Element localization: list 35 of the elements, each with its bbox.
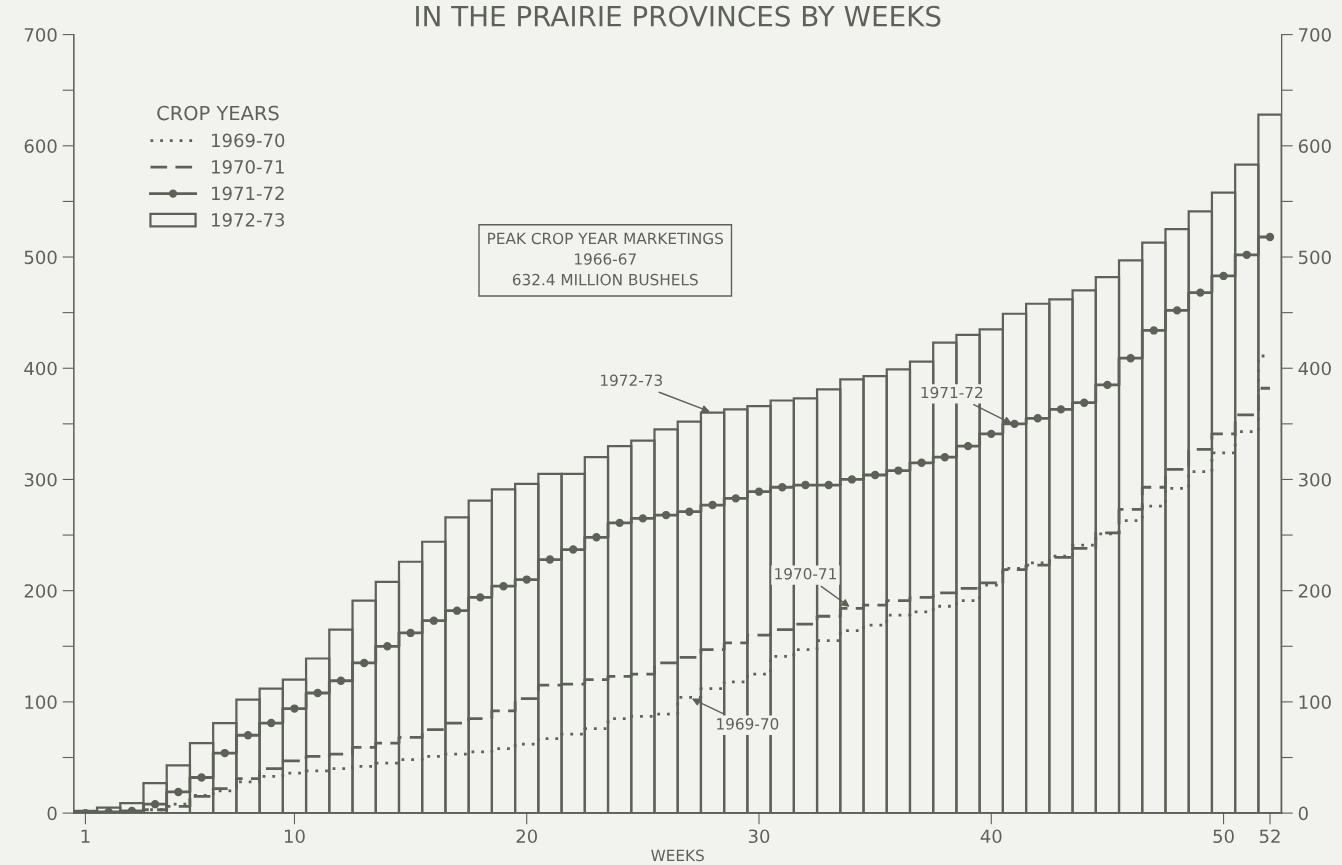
x-tick-label: 10 — [284, 829, 305, 844]
y-tick-label: 100 — [25, 695, 57, 709]
annotation: 1972-73 — [601, 374, 662, 387]
legend-label: 1972-73 — [212, 213, 285, 227]
x-tick-label: 30 — [748, 829, 770, 844]
y-tick-label: 0 — [47, 806, 57, 821]
annotation: PEAK CROP YEAR MARKETINGS 1966-67 632.4 MILLION BUSHELS — [488, 232, 723, 286]
y-tick-label: 400 — [24, 361, 57, 376]
annotation: 1969-70 — [717, 718, 779, 730]
x-tick-label: 50 — [1213, 829, 1234, 844]
y2-tick-label: 300 — [1298, 472, 1331, 487]
y-tick-label: 600 — [24, 139, 57, 153]
x-tick-label: 20 — [516, 829, 538, 844]
y-tick-label: 700 — [24, 28, 57, 42]
y2-tick-label: 600 — [1298, 139, 1331, 153]
chart-title: IN THE PRAIRIE PROVINCES BY WEEKS — [416, 5, 941, 27]
legend-label: 1970-71 — [212, 160, 284, 174]
y2-tick-label: 400 — [1298, 361, 1331, 376]
annotation: 1971-72 — [921, 386, 983, 399]
y2-tick-label: 700 — [1299, 28, 1331, 42]
x-tick-label: 52 — [1259, 829, 1280, 844]
y2-tick-label: 0 — [1298, 806, 1308, 821]
y-tick-label: 300 — [24, 472, 57, 487]
x-tick-label: 1 — [81, 829, 90, 843]
y-tick-label: 200 — [24, 584, 57, 598]
legend-label: 1971-72 — [212, 186, 284, 201]
legend-title: CROP YEARS — [157, 105, 279, 121]
y2-tick-label: 100 — [1299, 695, 1331, 709]
x-axis-title: WEEKS — [651, 849, 704, 862]
y2-tick-label: 500 — [1298, 250, 1331, 265]
annotation: 1970-71 — [775, 567, 836, 580]
x-tick-label: 40 — [980, 829, 1002, 844]
y2-tick-label: 200 — [1298, 584, 1331, 598]
legend-label: 1969-70 — [212, 133, 285, 148]
y-tick-label: 500 — [24, 250, 57, 265]
